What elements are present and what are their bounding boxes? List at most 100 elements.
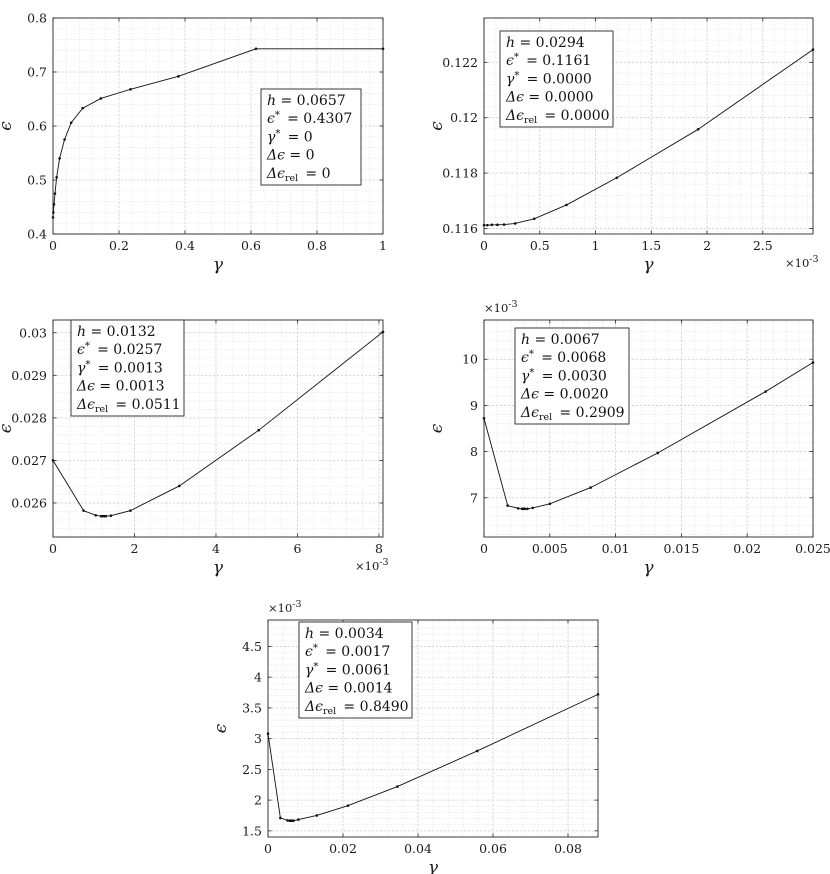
x-tick-label: 2: [131, 541, 139, 556]
data-point: [254, 47, 258, 51]
x-tick-label: 1.5: [641, 238, 661, 253]
legend-symbol: γ: [506, 71, 515, 87]
data-point: [396, 785, 399, 788]
legend-value: = 0: [285, 148, 315, 164]
data-point: [532, 217, 536, 221]
x-tick-label: 0.02: [329, 841, 357, 856]
legend-line: Δϵrel = 0.0000: [505, 108, 610, 126]
legend-symbol: Δϵ: [520, 405, 539, 421]
legend-line: Δϵ = 0.0014: [304, 681, 393, 697]
data-point: [696, 128, 700, 131]
x-tick-label: 1: [379, 238, 387, 253]
legend-superscript: *: [514, 52, 519, 63]
legend-box: [514, 327, 630, 425]
y-tick-label: 1.5: [242, 823, 262, 838]
panel-5-x-axis-label: γ: [428, 858, 439, 874]
panel-2-x-multiplier-exp: -3: [809, 254, 818, 265]
legend-line: ϵ* = 0.0068: [521, 349, 606, 366]
panel-4-y-multiplier-exp: -3: [508, 299, 517, 310]
x-tick-label: 0: [49, 541, 57, 556]
data-point: [381, 47, 385, 51]
x-tick-label: 0.08: [554, 841, 582, 856]
legend-superscript: *: [529, 367, 534, 378]
panel-3-x-multiplier: ×10-3: [355, 557, 389, 573]
legend-symbol: h: [521, 332, 530, 348]
data-point: [52, 203, 56, 206]
y-tick-label: 8: [470, 444, 478, 459]
legend-symbol: Δϵ: [266, 148, 285, 164]
legend-box: [298, 621, 413, 719]
panel-4-x-axis-label: γ: [643, 558, 654, 578]
y-tick-label: 0.7: [27, 65, 47, 80]
data-point: [811, 361, 815, 364]
data-point: [99, 97, 103, 100]
legend-symbol: Δϵ: [76, 379, 95, 395]
legend-line: Δϵrel = 0.2909: [520, 405, 625, 423]
y-tick-label: 0.03: [19, 325, 47, 340]
legend-symbol: h: [77, 324, 86, 340]
legend-line: ϵ* = 0.1161: [506, 52, 591, 69]
legend-value: = 0.0068: [537, 350, 607, 366]
legend-line: Δϵrel = 0.0511: [76, 397, 181, 415]
legend-symbol: γ: [267, 129, 276, 145]
legend-symbol: Δϵ: [520, 387, 539, 403]
legend-value: = 0.8490: [339, 699, 409, 715]
data-point: [531, 506, 534, 510]
data-point: [286, 819, 289, 822]
legend-value: = 0.0013: [95, 379, 165, 395]
panel-2: 0 0.5 1 1.5 2 2.50.1160.1180.120.122γϵ×10-3h …: [427, 17, 819, 275]
y-tick-label: 0.4: [27, 227, 47, 242]
x-tick-label: 0: [480, 541, 488, 556]
data-point: [516, 507, 520, 510]
legend-subscript: rel: [95, 404, 108, 415]
data-point: [764, 390, 767, 393]
legend-superscript: *: [313, 661, 318, 672]
data-point: [615, 176, 619, 180]
data-point: [82, 509, 85, 512]
data-point: [596, 693, 600, 696]
legend-subscript: rel: [539, 412, 552, 423]
panel-2-y-axis-label: ϵ: [427, 121, 447, 131]
data-point: [53, 192, 57, 195]
y-tick-label: 2.5: [242, 762, 262, 777]
data-point: [656, 451, 660, 455]
legend-value: = 0.0061: [321, 662, 391, 678]
legend-line: γ* = 0.0000: [506, 70, 592, 87]
legend-value: = 0.0294: [515, 35, 585, 51]
data-point: [526, 507, 529, 511]
legend-value: = 0.0034: [314, 626, 384, 642]
legend-symbol: Δϵ: [76, 397, 95, 413]
legend-value: = 0.0030: [537, 368, 607, 384]
legend-value: = 0.0257: [93, 342, 163, 358]
data-point: [129, 87, 132, 91]
x-tick-label: 0.02: [733, 541, 761, 556]
legend-symbol: γ: [305, 662, 314, 678]
y-tick-label: 2: [254, 793, 262, 808]
x-tick-label: 0.06: [479, 841, 507, 856]
legend-box: [70, 319, 185, 417]
panel-2-axes-box: [483, 17, 814, 235]
legend-symbol: ϵ: [506, 53, 514, 69]
legend-symbol: Δϵ: [266, 166, 285, 182]
data-point: [51, 216, 55, 219]
legend-value: = 0.0017: [321, 644, 391, 660]
x-tick-label: 0.015: [664, 541, 700, 556]
panel-5: 0 0.02 0.04 0.06 0.081.522.533.544.5γϵ×10-3h…: [211, 599, 600, 874]
data-point: [548, 502, 552, 506]
y-tick-label: 9: [470, 398, 478, 413]
data-point: [52, 211, 55, 214]
data-point: [55, 176, 58, 179]
y-tick-label: 0.029: [11, 368, 47, 383]
legend-line: Δϵ = 0.0013: [76, 379, 165, 395]
data-point: [482, 417, 486, 420]
data-point: [81, 106, 84, 110]
panel-1-x-axis-label: γ: [213, 255, 224, 275]
legend-line: ϵ* = 0.0017: [305, 643, 390, 660]
legend-line: Δϵrel = 0: [266, 166, 331, 184]
y-tick-label: 0.116: [442, 221, 478, 236]
data-point: [297, 818, 300, 821]
panel-5-axes-box: [267, 619, 599, 838]
